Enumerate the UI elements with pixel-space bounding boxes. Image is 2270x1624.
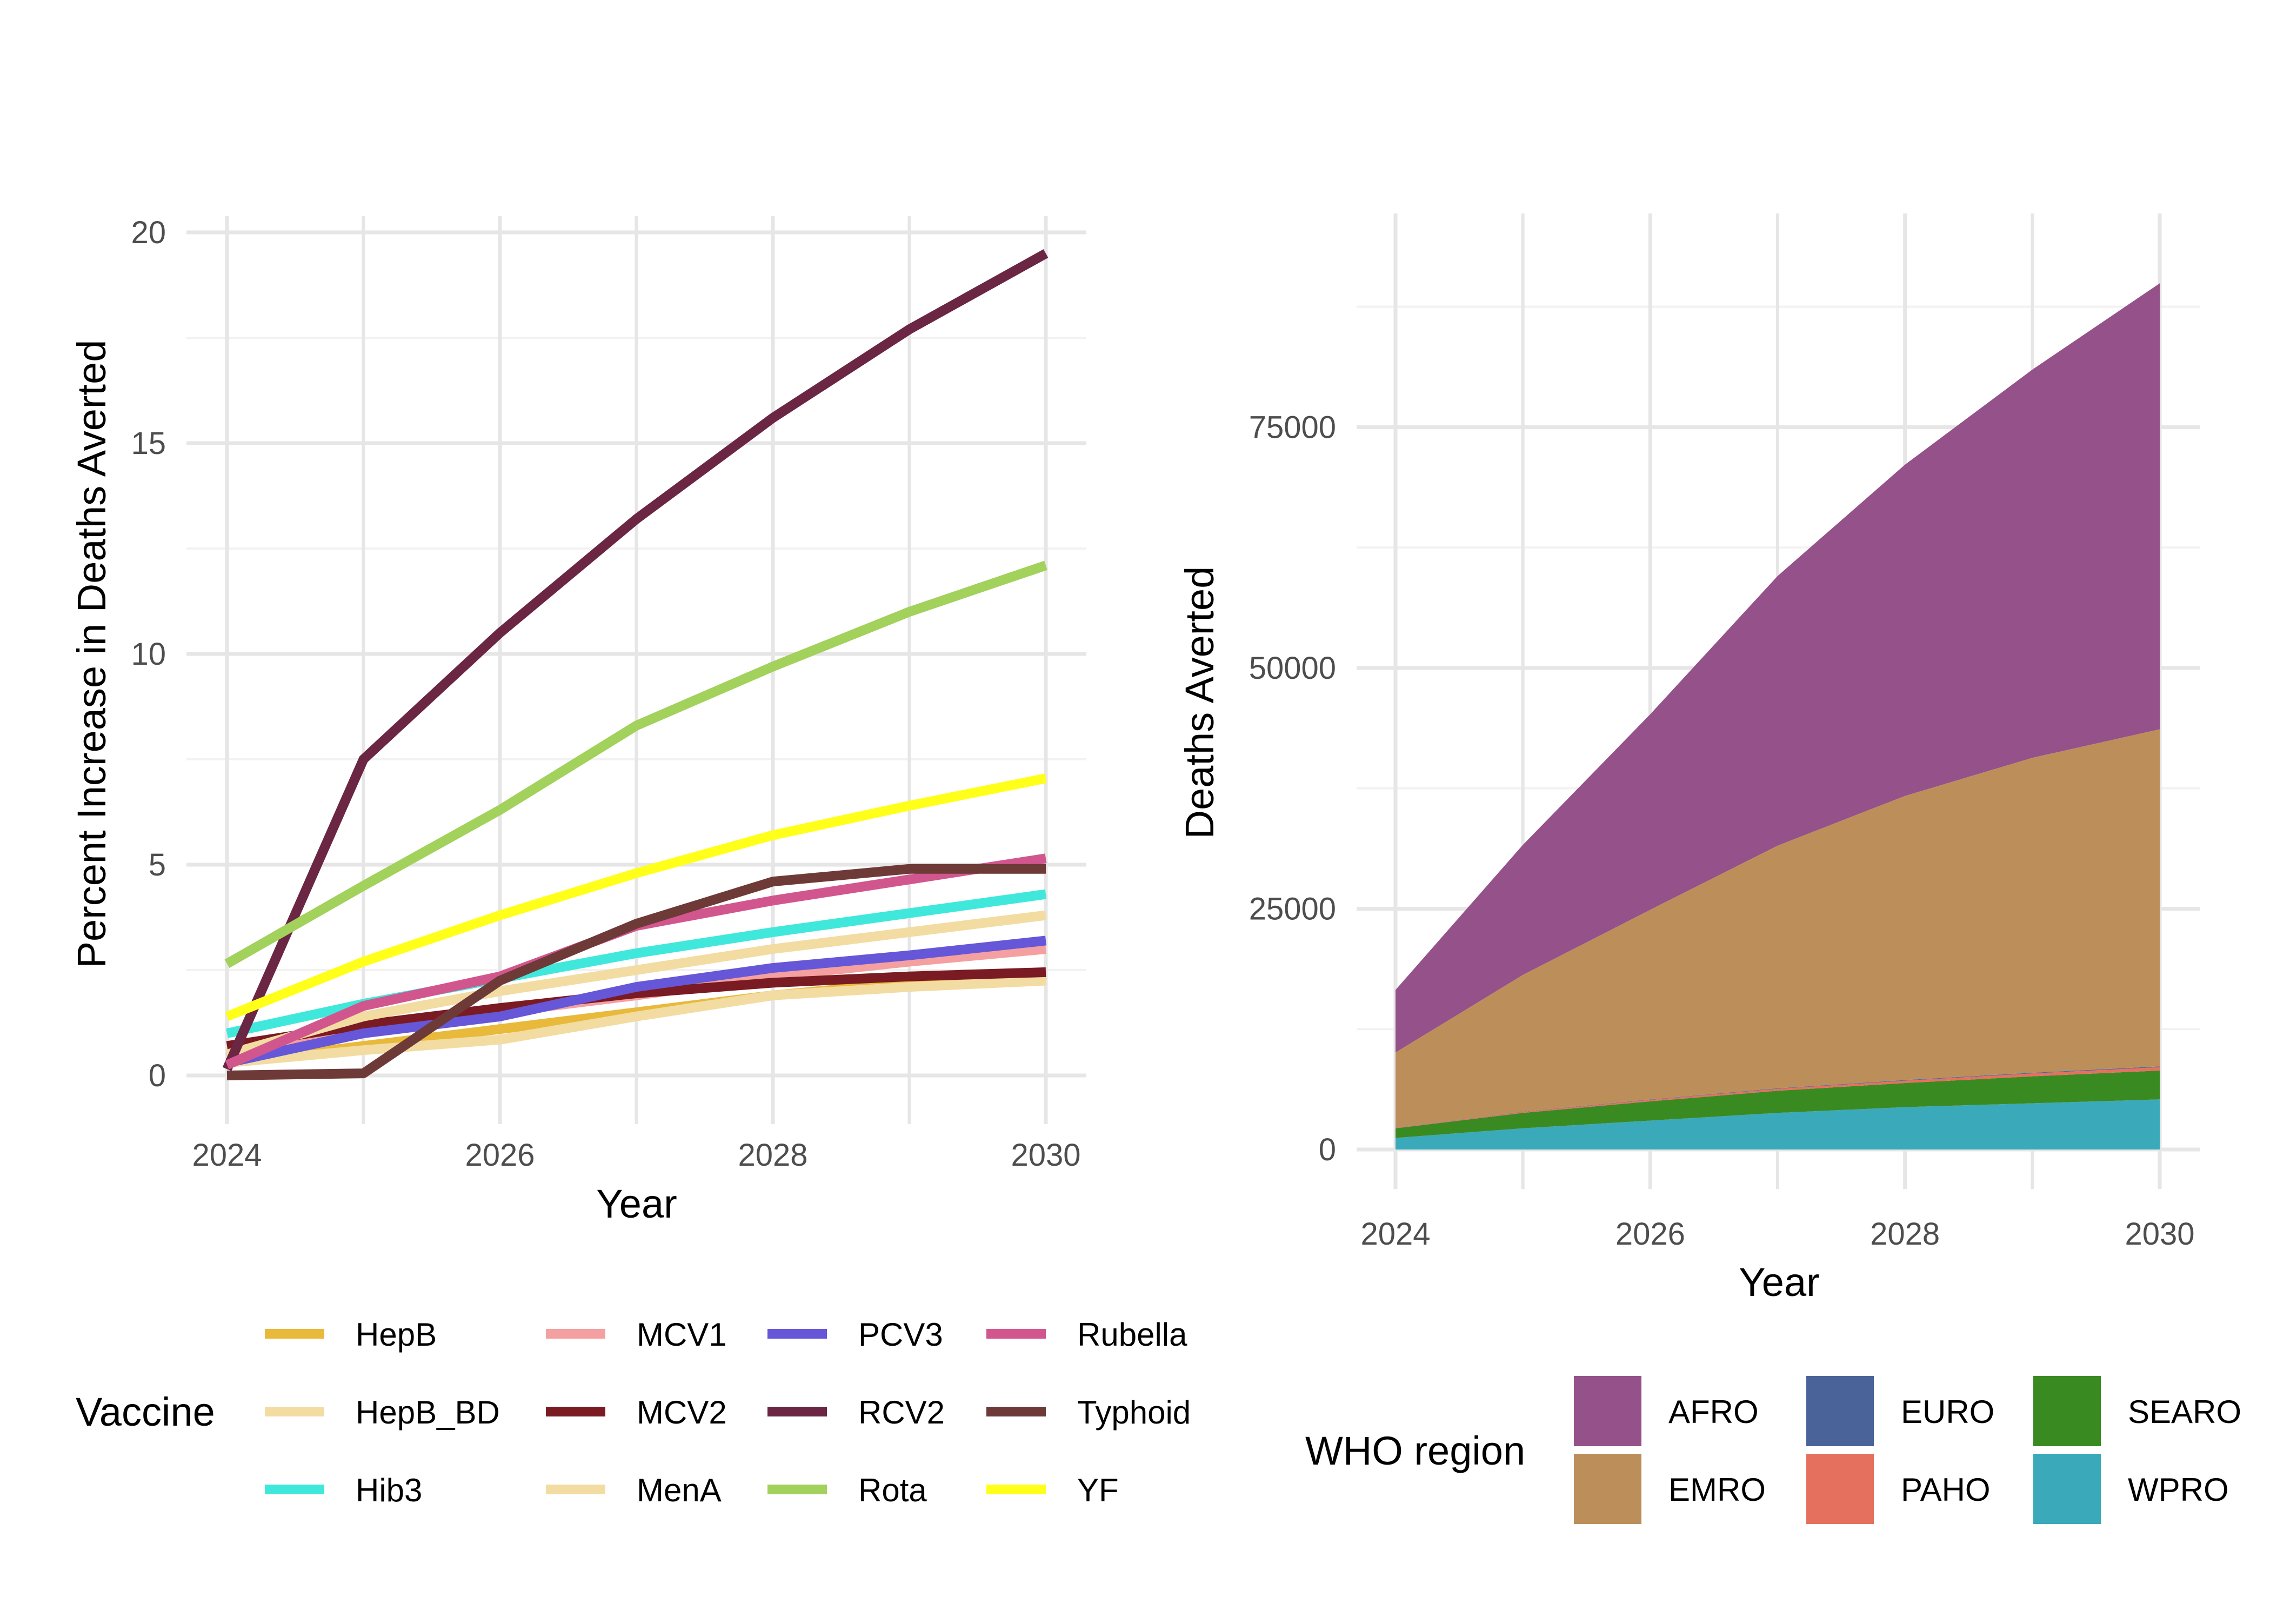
legend-label: HepB_BD	[356, 1394, 500, 1431]
y-axis-label: Percent Increase in Deaths Averted	[69, 340, 114, 968]
x-tick-label: 2024	[192, 1138, 262, 1173]
legend-label: EURO	[1901, 1394, 1994, 1430]
legend-swatch-searo	[2033, 1376, 2101, 1446]
legend-swatch-paho	[1806, 1454, 1874, 1524]
x-tick-label: 2028	[738, 1138, 807, 1173]
legend-label: Hib3	[356, 1472, 422, 1508]
x-tick-label: 2026	[1615, 1217, 1685, 1252]
legend-label: AFRO	[1668, 1394, 1759, 1430]
legend-label: MCV1	[637, 1316, 727, 1353]
legend-label: MCV2	[637, 1394, 727, 1431]
legend-label: SEARO	[2128, 1394, 2241, 1430]
legend-label: YF	[1077, 1472, 1119, 1508]
y-tick-label: 5	[149, 847, 166, 883]
legend-label: PAHO	[1901, 1472, 1991, 1508]
legend-label: Rubella	[1077, 1316, 1187, 1353]
x-tick-label: 2030	[1011, 1138, 1080, 1173]
y-tick-label: 20	[131, 215, 166, 250]
x-tick-label: 2024	[1360, 1217, 1430, 1252]
legend-swatch-emro	[1574, 1454, 1641, 1524]
x-tick-label: 2028	[1870, 1217, 1940, 1252]
series-line-yf	[225, 773, 1047, 1021]
legend-label: EMRO	[1668, 1472, 1766, 1508]
legend-label: Rota	[858, 1472, 927, 1508]
legend-label: Typhoid	[1077, 1394, 1191, 1431]
y-tick-label: 0	[1319, 1132, 1336, 1167]
area-afro	[1396, 283, 2160, 1053]
x-tick-label: 2026	[465, 1138, 535, 1173]
legend-label: PCV3	[858, 1316, 943, 1353]
y-tick-label: 75000	[1249, 410, 1336, 445]
y-tick-label: 10	[131, 637, 166, 672]
y-tick-label: 0	[149, 1058, 166, 1093]
series-line-hepb_bd	[226, 975, 1046, 1068]
area-wpro	[1396, 1099, 2160, 1150]
right-chart-deaths-averted: 0 25000 50000 75000 2024 2026 2028 2030 Year Deat…	[1177, 213, 2200, 1305]
legend-label: RCV2	[858, 1394, 945, 1431]
left-chart-percent-increase: 0 5 10 15 20 2024 2026 2028 2030 Year Percent Incr…	[69, 215, 1086, 1226]
y-tick-label: 15	[131, 426, 166, 461]
area-emro	[1396, 729, 2160, 1128]
area-searo	[1396, 1070, 2160, 1138]
legend-swatch-afro	[1574, 1376, 1641, 1446]
legend-title: Vaccine	[76, 1389, 215, 1434]
series-line-rota	[224, 560, 1047, 968]
x-axis-label: Year	[1739, 1260, 1820, 1305]
x-axis-label: Year	[596, 1181, 677, 1226]
who-region-legend: WHO region AFRO EMRO EURO PAHO SEARO WPRO	[1305, 1376, 2241, 1524]
y-tick-label: 25000	[1249, 891, 1336, 926]
legend-label: MenA	[637, 1472, 722, 1508]
y-tick-label: 50000	[1249, 651, 1336, 686]
legend-label: WPRO	[2128, 1472, 2229, 1508]
y-axis-label: Deaths Averted	[1177, 566, 1222, 839]
legend-label: HepB	[356, 1316, 437, 1353]
x-tick-label: 2030	[2125, 1217, 2194, 1252]
series-line-rcv2	[222, 249, 1049, 1071]
series-line-mena	[225, 910, 1047, 1059]
legend-swatch-euro	[1806, 1376, 1874, 1446]
legend-swatch-wpro	[2033, 1454, 2101, 1524]
legend-title: WHO region	[1305, 1428, 1525, 1473]
series-line-pcv3	[226, 935, 1046, 1068]
vaccine-legend: Vaccine HepB HepB_BD Hib3 MCV1 MCV2 MenA PCV3 RC…	[76, 1316, 1191, 1508]
series-line-typhoid	[226, 864, 1046, 1080]
area-paho	[1396, 1067, 2160, 1128]
series-line-mcv2	[226, 967, 1046, 1051]
